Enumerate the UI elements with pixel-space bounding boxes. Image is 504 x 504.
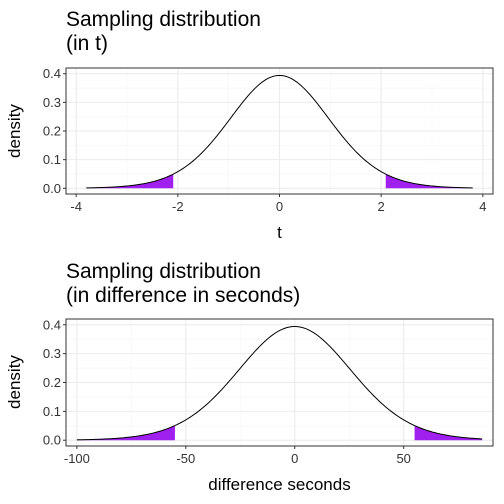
x-axis-title: difference seconds	[208, 475, 350, 494]
y-tick-label: 0.0	[43, 181, 61, 196]
y-tick-label: 0.1	[43, 404, 61, 419]
x-tick-label: -100	[64, 451, 90, 466]
x-tick-label: 0	[291, 451, 298, 466]
shaded-left-tail	[76, 425, 175, 441]
y-tick-label: 0.1	[43, 152, 61, 167]
chart-panel-1: 0.0 0.1 0.2 0.3 0.4 -4 -2 0 2 4 t density	[5, 66, 494, 242]
y-tick-label: 0.4	[43, 317, 61, 332]
y-axis-title: density	[5, 355, 24, 409]
y-tick-label: 0.2	[43, 375, 61, 390]
shaded-right-tail	[414, 425, 483, 441]
chart-title-t: Sampling distribution (in t)	[66, 8, 261, 55]
y-tick-label: 0.2	[43, 124, 61, 139]
shaded-left-tail	[86, 174, 174, 189]
y-tick-label: 0.4	[43, 66, 61, 81]
y-tick-label: 0.3	[43, 346, 61, 361]
shaded-right-tail	[385, 174, 473, 189]
x-tick-label: -50	[176, 451, 195, 466]
x-tick-label: 0	[276, 199, 283, 214]
chart-title-seconds: Sampling distribution (in difference in …	[66, 260, 301, 307]
y-axis-title: density	[5, 104, 24, 158]
x-tick-label: -2	[172, 199, 184, 214]
y-tick-label: 0.0	[43, 433, 61, 448]
y-tick-label: 0.3	[43, 95, 61, 110]
x-axis-title: t	[277, 223, 282, 242]
x-tick-label: 4	[479, 199, 486, 214]
density-curve	[86, 74, 473, 189]
x-tick-label: 50	[396, 451, 410, 466]
chart-panel-2: 0.0 0.1 0.2 0.3 0.4 -100 -50 0 50 difference seco…	[5, 317, 494, 494]
x-tick-label: -4	[70, 199, 82, 214]
density-curve	[76, 326, 483, 441]
x-tick-label: 2	[378, 199, 385, 214]
